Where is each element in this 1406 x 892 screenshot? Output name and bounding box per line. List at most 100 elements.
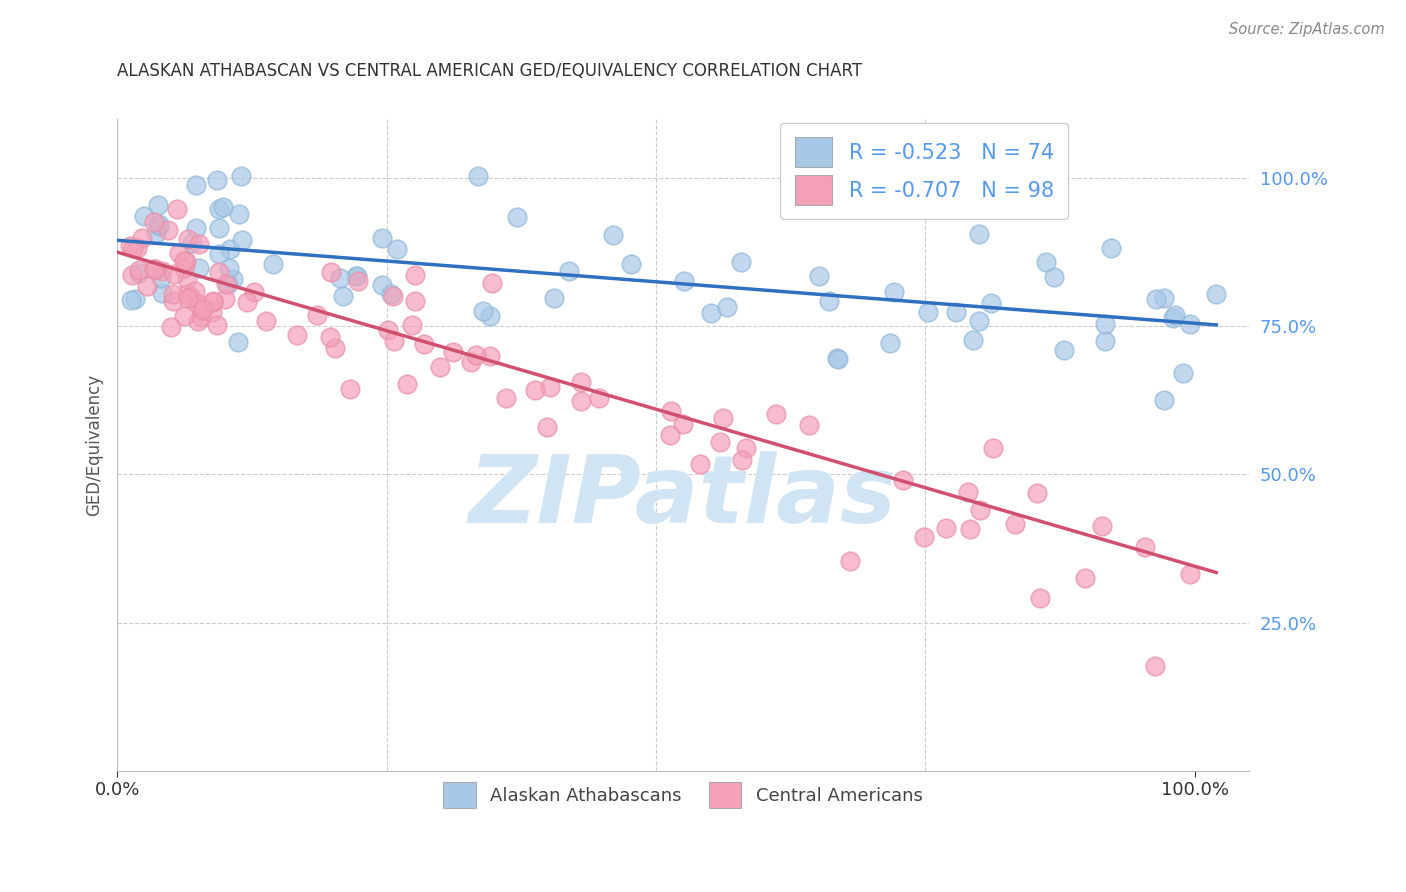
Point (672, 417, 695, 432)
Point (807, 269, 830, 284)
Point (235, 295, 257, 310)
Point (118, 239, 141, 253)
Point (124, 292, 146, 306)
Point (620, 257, 643, 271)
Point (689, 457, 711, 471)
Legend: Alaskan Athabascans, Central Americans: Alaskan Athabascans, Central Americans (430, 770, 935, 821)
Point (176, 286, 198, 301)
Point (412, 337, 434, 351)
Point (371, 278, 394, 293)
Point (1164, 308, 1187, 322)
Point (173, 309, 195, 323)
Point (659, 404, 682, 418)
Point (1094, 317, 1116, 331)
Point (159, 319, 181, 334)
Point (969, 503, 991, 517)
Point (211, 200, 233, 214)
Point (307, 309, 329, 323)
Point (401, 318, 423, 333)
Point (945, 304, 967, 318)
Point (346, 274, 368, 288)
Point (380, 287, 402, 301)
Point (1178, 317, 1201, 331)
Point (148, 219, 170, 233)
Point (588, 391, 610, 405)
Point (173, 260, 195, 275)
Point (538, 379, 561, 393)
Point (162, 286, 184, 301)
Point (1035, 255, 1057, 269)
Point (180, 290, 202, 304)
Point (208, 202, 231, 217)
Point (935, 521, 957, 535)
Point (443, 345, 465, 359)
Point (797, 418, 820, 433)
Point (735, 441, 758, 455)
Point (571, 375, 593, 389)
Point (226, 334, 249, 349)
Point (346, 268, 368, 283)
Point (1143, 659, 1166, 673)
Point (1029, 591, 1052, 605)
Point (460, 354, 482, 368)
Point (891, 473, 914, 487)
Point (208, 220, 231, 235)
Point (917, 305, 939, 319)
Point (184, 178, 207, 192)
Point (231, 233, 253, 247)
Point (730, 254, 752, 268)
Point (177, 291, 200, 305)
Point (825, 351, 848, 365)
Point (187, 314, 209, 328)
Point (190, 310, 212, 325)
Point (1094, 334, 1116, 348)
Point (142, 215, 165, 229)
Point (672, 274, 695, 288)
Point (319, 265, 342, 279)
Point (332, 289, 354, 303)
Point (1025, 486, 1047, 500)
Point (827, 351, 849, 366)
Point (131, 231, 153, 245)
Point (208, 264, 231, 278)
Point (319, 330, 342, 344)
Point (404, 268, 426, 282)
Point (969, 227, 991, 241)
Point (145, 261, 167, 276)
Point (1091, 519, 1114, 533)
Point (659, 428, 682, 442)
Point (339, 382, 361, 396)
Point (879, 335, 901, 350)
Point (1099, 241, 1122, 255)
Point (122, 242, 145, 256)
Point (1144, 292, 1167, 306)
Point (506, 210, 529, 224)
Point (479, 310, 502, 324)
Point (188, 260, 211, 275)
Point (602, 227, 624, 242)
Point (231, 169, 253, 183)
Point (957, 484, 980, 499)
Point (120, 293, 142, 308)
Point (228, 207, 250, 221)
Point (429, 360, 451, 375)
Point (404, 293, 426, 308)
Point (150, 286, 173, 301)
Point (981, 441, 1004, 455)
Point (1205, 286, 1227, 301)
Point (382, 334, 405, 349)
Point (143, 262, 166, 277)
Point (709, 434, 731, 449)
Point (765, 407, 787, 421)
Point (242, 285, 264, 299)
Point (121, 268, 143, 282)
Point (208, 246, 231, 260)
Point (215, 277, 238, 291)
Point (222, 272, 245, 286)
Point (967, 313, 990, 327)
Point (1042, 270, 1064, 285)
Point (329, 271, 352, 285)
Point (187, 236, 209, 251)
Point (478, 349, 501, 363)
Point (395, 377, 418, 392)
